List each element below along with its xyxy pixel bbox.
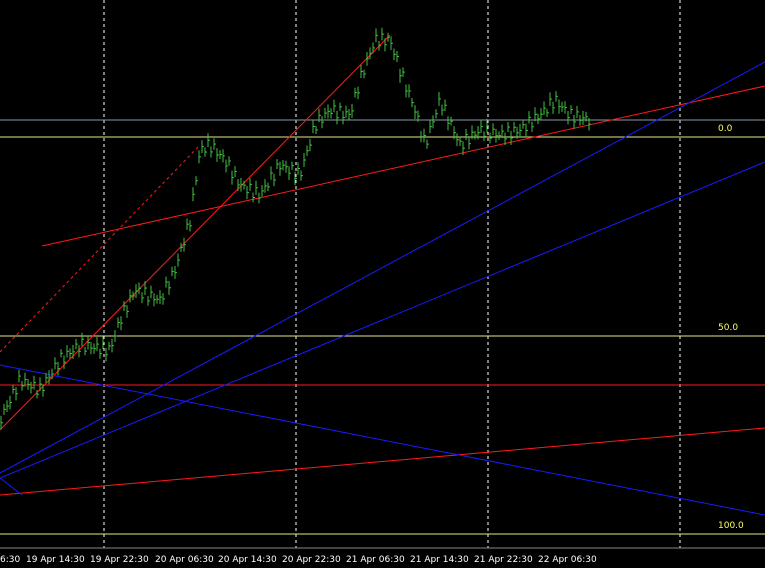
price-bars — [0, 27, 591, 430]
time-labels: 6:30 19 Apr 14:30 19 Apr 22:30 20 Apr 06:30… — [0, 555, 597, 565]
period-separators — [103, 0, 681, 548]
fibo-labels: 0.0 50.0 100.0 — [718, 124, 744, 531]
time-label: 20 Apr 22:30 — [282, 555, 341, 565]
time-label: 20 Apr 14:30 — [218, 555, 277, 565]
time-label: 20 Apr 06:30 — [155, 555, 214, 565]
time-label: 19 Apr 14:30 — [26, 555, 85, 565]
time-label: 21 Apr 14:30 — [410, 555, 469, 565]
time-label: 21 Apr 06:30 — [346, 555, 405, 565]
red-trendlines — [0, 34, 765, 496]
time-label: 21 Apr 22:30 — [474, 555, 533, 565]
fibo-label: 50.0 — [718, 323, 738, 333]
time-label: 19 Apr 22:30 — [90, 555, 149, 565]
blue-trendlines — [0, 61, 765, 516]
fibo-label: 100.0 — [718, 521, 744, 531]
time-label: 22 Apr 06:30 — [538, 555, 597, 565]
time-label: 6:30 — [0, 555, 20, 565]
fibo-lines — [0, 136, 765, 535]
fibo-label: 0.0 — [718, 124, 733, 134]
